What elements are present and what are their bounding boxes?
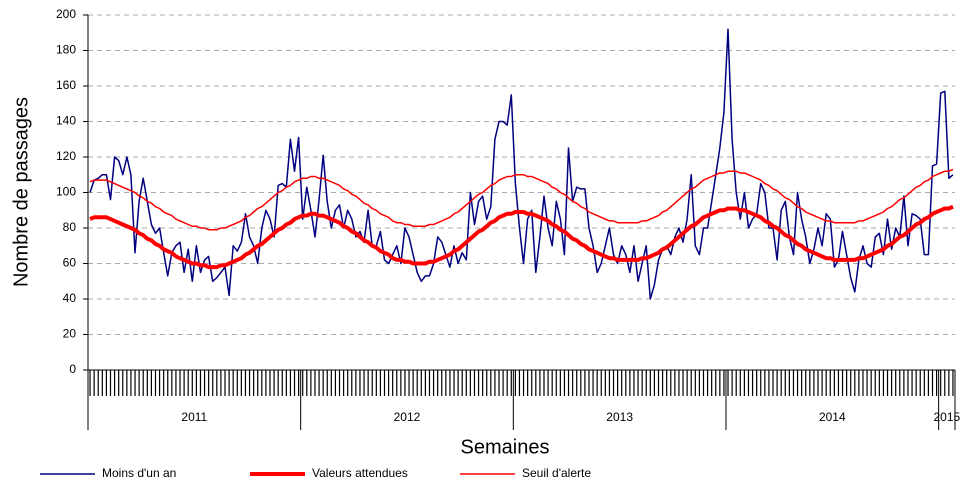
x-axis-title: Semaines bbox=[461, 436, 550, 458]
group-label: 2013 bbox=[606, 410, 633, 424]
y-tick-label: 200 bbox=[56, 7, 76, 21]
series-line bbox=[89, 28, 954, 300]
y-tick-label: 60 bbox=[63, 256, 77, 270]
series-line bbox=[89, 204, 954, 270]
series-line bbox=[89, 168, 954, 231]
group-label: 2015 bbox=[933, 410, 960, 424]
y-tick-label: 80 bbox=[63, 220, 77, 234]
y-tick-label: 0 bbox=[69, 362, 76, 376]
group-label: 2012 bbox=[394, 410, 421, 424]
legend-label: Seuil d'alerte bbox=[522, 466, 591, 480]
y-tick-label: 20 bbox=[63, 327, 77, 341]
y-tick-label: 160 bbox=[56, 78, 76, 92]
group-label: 2014 bbox=[819, 410, 846, 424]
legend-label: Moins d'un an bbox=[102, 466, 176, 480]
y-tick-label: 140 bbox=[56, 114, 76, 128]
y-tick-label: 180 bbox=[56, 43, 76, 57]
group-label: 2011 bbox=[181, 410, 207, 424]
y-tick-label: 100 bbox=[56, 185, 76, 199]
y-tick-label: 40 bbox=[63, 291, 77, 305]
y-tick-label: 120 bbox=[56, 149, 76, 163]
legend-label: Valeurs attendues bbox=[312, 466, 408, 480]
y-axis-title: Nombre de passages bbox=[10, 97, 32, 287]
